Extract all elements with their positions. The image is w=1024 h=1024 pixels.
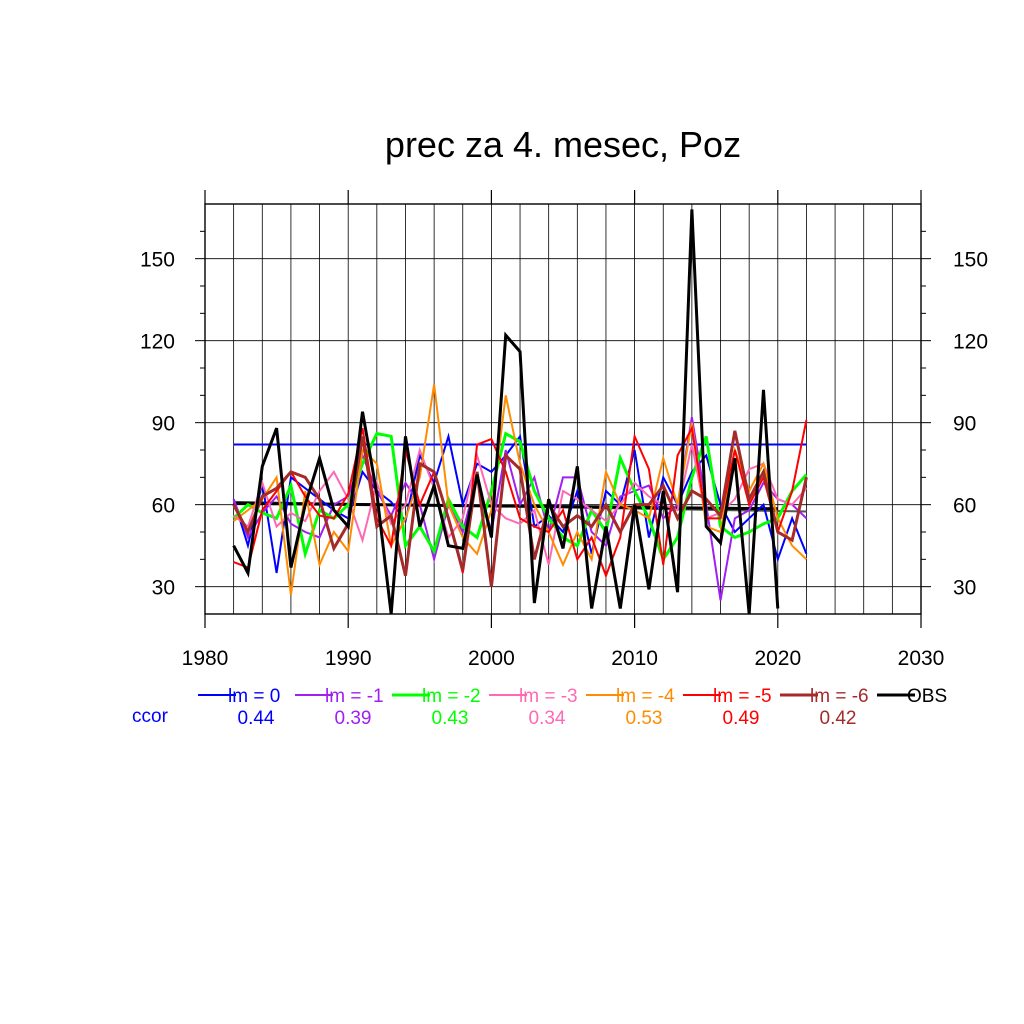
series-line bbox=[232, 431, 808, 563]
plot-grid bbox=[204, 204, 922, 614]
legend-ccor-value: 0.34 bbox=[529, 708, 566, 729]
y-tick-label-left: 150 bbox=[140, 249, 175, 272]
legend-ccor-value: 0.43 bbox=[432, 708, 469, 729]
legend-label: lm = -3 bbox=[519, 686, 578, 707]
x-tick-label: 2030 bbox=[898, 647, 945, 670]
y-tick-label-right: 120 bbox=[953, 331, 988, 354]
y-tick-label-left: 90 bbox=[152, 413, 175, 436]
x-tick-label: 2010 bbox=[611, 647, 658, 670]
x-tick-label: 2000 bbox=[468, 647, 515, 670]
x-tick-label: 1990 bbox=[325, 647, 372, 670]
legend-ccor-value: 0.42 bbox=[820, 708, 857, 729]
y-tick-label-left: 120 bbox=[140, 331, 175, 354]
legend-ccor-value: 0.49 bbox=[723, 708, 760, 729]
legend-label: lm = -4 bbox=[616, 686, 675, 707]
legend-label: lm = -1 bbox=[325, 686, 384, 707]
plot-frame bbox=[204, 203, 922, 615]
legend: ccor lm = 00.44 lm = -10.39 lm = -20.43 lm … bbox=[132, 686, 947, 729]
legend-ccor-value: 0.44 bbox=[238, 708, 275, 729]
legend-ccor-value: 0.53 bbox=[626, 708, 663, 729]
series-line bbox=[233, 419, 808, 579]
series-line bbox=[232, 430, 808, 587]
obs-line bbox=[232, 209, 780, 615]
series-line bbox=[233, 384, 808, 596]
ccor-label: ccor bbox=[132, 706, 169, 727]
y-tick-label-right: 90 bbox=[953, 413, 976, 436]
trend-line bbox=[233, 501, 778, 511]
y-tick-label-left: 60 bbox=[152, 495, 175, 518]
legend-label: lm = 0 bbox=[228, 686, 280, 707]
series-line bbox=[233, 444, 808, 566]
legend-ccor-value: 0.39 bbox=[335, 708, 372, 729]
axis-ticks: 1980 1990 2000 2010 2020 2030 30 30 60 60 90 90 120 1… bbox=[140, 190, 988, 670]
legend-label: lm = -2 bbox=[422, 686, 481, 707]
legend-label: OBS bbox=[907, 686, 947, 707]
plot-border bbox=[204, 203, 922, 615]
y-tick-label-right: 30 bbox=[953, 577, 976, 600]
y-tick-label-right: 150 bbox=[953, 249, 988, 272]
legend-label: lm = -6 bbox=[810, 686, 869, 707]
plot-series bbox=[232, 209, 808, 615]
legend-label: lm = -5 bbox=[713, 686, 772, 707]
chart-title: prec za 4. mesec, Poz bbox=[385, 124, 741, 165]
x-tick-label: 2020 bbox=[754, 647, 801, 670]
x-tick-label: 1980 bbox=[182, 647, 229, 670]
y-tick-label-right: 60 bbox=[953, 495, 976, 518]
y-tick-label-left: 30 bbox=[152, 577, 175, 600]
